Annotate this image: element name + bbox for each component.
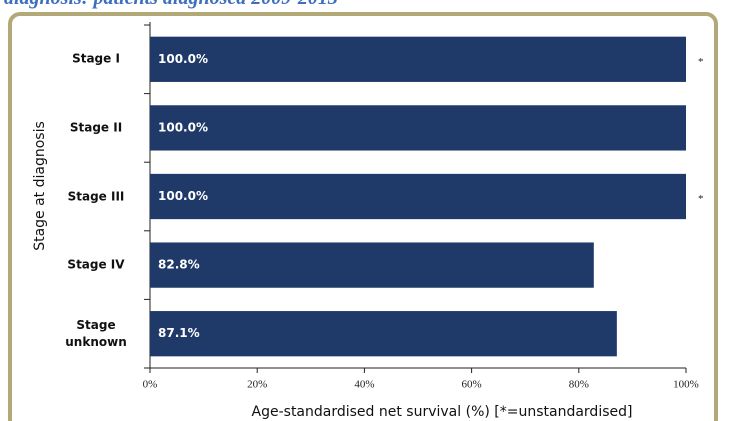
- value-label: 100.0%: [158, 120, 208, 134]
- x-axis-title: Age-standardised net survival (%) [*=uns…: [252, 404, 633, 420]
- value-label: 82.8%: [158, 258, 200, 272]
- x-tick-label: 40%: [354, 379, 374, 391]
- value-label: 100.0%: [158, 189, 208, 203]
- bar: [150, 242, 594, 288]
- x-tick-label: 20%: [247, 379, 267, 391]
- x-tick-label: 80%: [569, 379, 589, 391]
- y-tick-label: Stage II: [69, 120, 123, 135]
- y-tick-label: Stage I: [72, 51, 120, 66]
- x-tick-label: 60%: [462, 379, 482, 391]
- x-tick-label: 100%: [673, 379, 699, 391]
- chart-title: diagnosis: patients diagnosed 2009-2013: [4, 0, 338, 9]
- x-tick-label: 0%: [143, 379, 158, 391]
- y-tick-label: Stage IV: [67, 257, 125, 272]
- bar: [150, 173, 686, 220]
- value-label: 87.1%: [158, 326, 200, 340]
- y-tick-label: Stage III: [67, 189, 125, 203]
- bar: [150, 311, 617, 357]
- bar: [150, 105, 686, 151]
- value-note: *: [698, 193, 704, 205]
- y-tick-label: Stage unknown: [65, 317, 127, 349]
- bar: [150, 36, 686, 82]
- value-note: *: [698, 56, 704, 68]
- y-axis-title: Stage at diagnosis: [32, 121, 48, 251]
- value-label: 100.0%: [158, 52, 208, 66]
